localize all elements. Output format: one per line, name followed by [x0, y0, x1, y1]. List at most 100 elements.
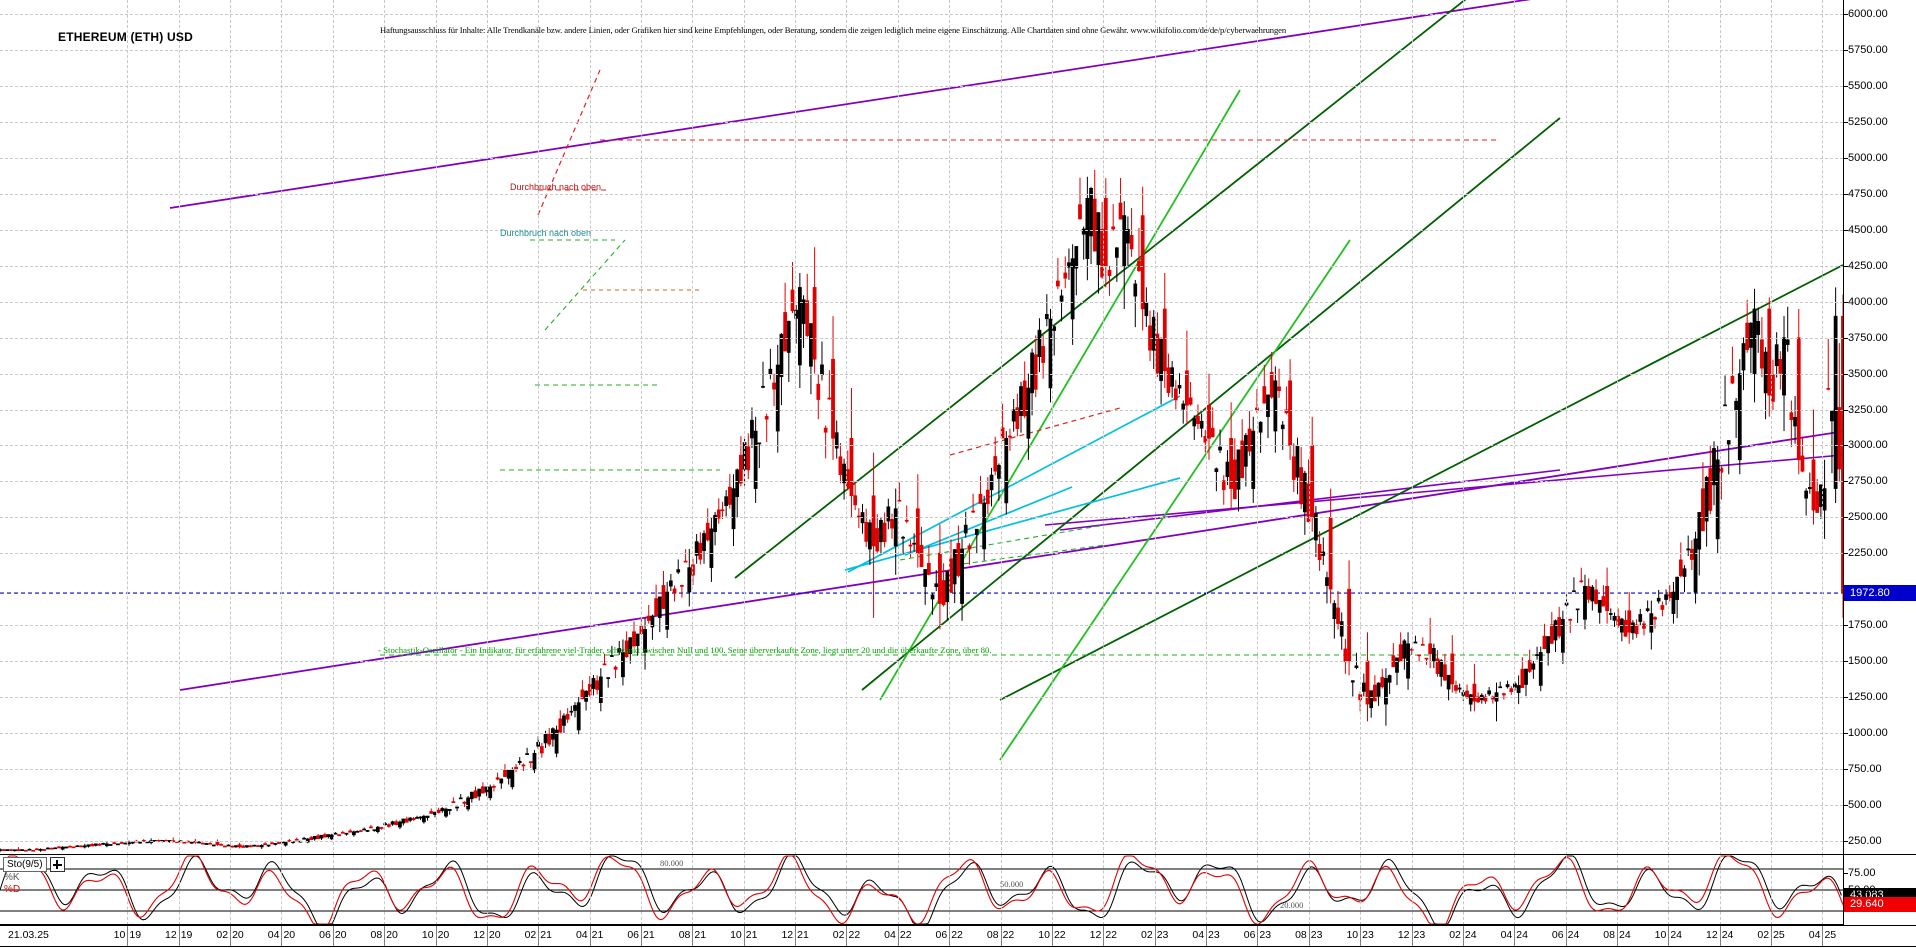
time-axis-year-label: 20 [437, 929, 450, 941]
candle-body [1686, 548, 1691, 551]
candle-body [1306, 483, 1311, 522]
candle-body [1122, 215, 1127, 267]
disclaimer-text: Haftungsausschluss für Inhalte: Alle Tre… [380, 25, 1287, 35]
time-axis-month-label: 02 [216, 929, 229, 941]
candle-body [1443, 664, 1447, 681]
candle-body [1837, 407, 1842, 470]
candle-body [1811, 459, 1816, 511]
candle-body [451, 801, 456, 803]
candle-body [1623, 619, 1628, 637]
candle-body [1173, 388, 1178, 401]
candle-body [750, 419, 754, 439]
indicator-legend[interactable]: Sto(9/5) [3, 857, 65, 872]
vertical-gridline [230, 855, 232, 925]
candle-body [503, 769, 507, 777]
candle-body [1568, 618, 1573, 621]
candle-body [897, 499, 902, 502]
candle-body [12, 849, 17, 852]
candle-body [309, 837, 314, 841]
d-series-label: %D [4, 884, 21, 895]
candle-body [724, 496, 728, 507]
time-axis-year-label: 22 [1002, 929, 1015, 941]
horizontal-gridline [0, 86, 1843, 88]
candle-body [1638, 614, 1643, 622]
vertical-gridline [795, 0, 797, 855]
candle-body [189, 841, 194, 844]
candle-body [772, 382, 776, 390]
time-axis-month-label: 10 [421, 929, 434, 941]
vertical-gridline [178, 0, 180, 855]
candle-body [1070, 258, 1075, 320]
price-axis[interactable]: 6000.00 5750.00 5500.00 5250.00 5000.00 4750.… [1843, 0, 1916, 925]
candle-body [1026, 387, 1031, 439]
vertical-gridline [1822, 855, 1824, 925]
time-axis-year-label: 24 [1567, 929, 1580, 941]
candle-body [1111, 226, 1116, 230]
vertical-gridline [230, 0, 232, 855]
candle-body [1450, 653, 1455, 685]
trendline-purple-upper [169, 0, 1532, 209]
candle-body [283, 841, 288, 846]
time-axis-separator [641, 926, 643, 946]
candle-body [643, 629, 647, 653]
time-axis-year-label: 23 [1156, 929, 1169, 941]
candle-body [901, 536, 905, 539]
vertical-gridline [1051, 855, 1053, 925]
candle-body [617, 648, 622, 653]
candle-body [259, 844, 264, 848]
candle-body [1387, 675, 1392, 683]
time-axis-month-label: 12 [1089, 929, 1102, 941]
candle-body [1199, 420, 1204, 429]
vertical-gridline [384, 855, 386, 925]
candle-body [635, 633, 640, 647]
price-axis-label: 1250.00 [1848, 690, 1888, 703]
trendline-green-dashed-right [899, 524, 1106, 561]
candle-body [1737, 373, 1742, 461]
time-axis-month-label: 10 [113, 929, 126, 941]
candle-body [355, 830, 360, 833]
candle-body [1767, 308, 1772, 396]
time-axis-year-label: 21 [643, 929, 655, 941]
candle-body [1833, 315, 1838, 489]
price-axis-label: 4000.00 [1848, 295, 1888, 308]
candle-body [447, 808, 452, 811]
time-axis[interactable]: 21.03.25 10 19 12 19 02 20 04 20 06 20 08 20 10 20 12 20… [0, 925, 1916, 948]
candle-body [1785, 339, 1790, 345]
candle-body [779, 333, 784, 378]
time-axis-separator [1000, 926, 1002, 946]
horizontal-gridline [0, 265, 1843, 267]
candle-body [775, 364, 780, 432]
expand-plus-icon[interactable] [49, 857, 65, 872]
candle-body [576, 702, 581, 731]
candle-body [1516, 685, 1521, 693]
vertical-gridline [1154, 855, 1156, 925]
time-axis-month-label: 04 [1808, 929, 1821, 941]
candle-body [455, 806, 459, 809]
time-axis-separator [1668, 926, 1670, 946]
candle-body [1594, 589, 1598, 604]
time-axis-month-label: 04 [1192, 929, 1205, 941]
price-axis-tick [1844, 445, 1848, 447]
candle-body [1144, 301, 1149, 317]
indicator-name-label[interactable]: Sto(9/5) [3, 857, 47, 872]
annotation-breakout-upper: Durchbruch nach oben [510, 182, 602, 192]
candle-body [145, 841, 150, 844]
candle-body [713, 514, 717, 532]
candle-body [466, 797, 471, 810]
price-axis-label: 5750.00 [1848, 44, 1888, 57]
time-axis-year-label: 23 [1208, 929, 1220, 941]
candle-body [200, 842, 205, 845]
candle-body [418, 816, 423, 819]
time-axis-separator [743, 926, 745, 946]
candle-body [1218, 446, 1222, 451]
candle-body [488, 786, 493, 799]
candle-body [23, 849, 28, 852]
vertical-gridline [1154, 0, 1156, 855]
xaxis-rule-bottom [0, 946, 1916, 947]
stochastic-indicator-pane[interactable] [0, 855, 1843, 925]
vertical-gridline [1668, 0, 1670, 855]
price-chart-pane[interactable]: ETHEREUM (ETH) USD Haftungsausschluss fü… [0, 0, 1843, 855]
price-axis-tick [1844, 50, 1848, 52]
time-axis-separator [795, 926, 797, 946]
candle-body [923, 569, 928, 587]
